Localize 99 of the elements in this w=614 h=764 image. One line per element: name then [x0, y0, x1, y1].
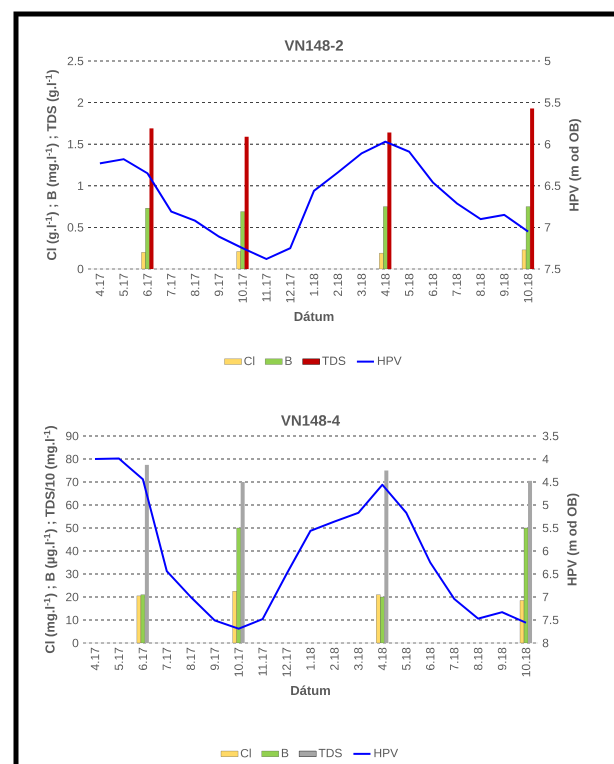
y-tick-label: 30: [66, 570, 78, 578]
legend-label: Cl: [244, 356, 254, 366]
x-tick-label: 9.17: [210, 648, 219, 670]
y-tick-label: 1.5: [68, 140, 84, 148]
y2-tick-label: 4: [542, 454, 549, 464]
bar: [240, 482, 245, 643]
y2-tick-label: 6.5: [542, 570, 558, 578]
y2-axis-title: HPV (m od OB): [569, 119, 582, 211]
legend-label: TDS: [322, 356, 346, 366]
bar: [144, 464, 149, 643]
y2-tick-label: 7.5: [542, 616, 558, 624]
legend-label: B: [285, 356, 292, 365]
bar: [149, 128, 154, 269]
chart-title: VN148-2: [284, 40, 343, 51]
y-axis-title: Cl (mg.l$^{-1}$) ; B (µg.l$^{-1}$) ; TDS/10 (mg.l$^{-1}$): [44, 426, 58, 654]
x-tick-label: 8.18: [476, 274, 485, 296]
x-tick-label: 8.17: [186, 648, 196, 670]
y-tick-label: 10: [66, 616, 78, 624]
x-tick-label: 7.18: [452, 274, 461, 296]
x-tick-label: 4.18: [381, 274, 390, 296]
bar: [530, 108, 534, 269]
y2-tick-label: 8: [542, 638, 548, 648]
x-tick-label: 7.17: [162, 648, 171, 670]
x-tick-label: 9.18: [500, 274, 509, 296]
line-series: [94, 458, 528, 630]
x-tick-label: 10.17: [238, 274, 247, 302]
y-tick-label: 70: [66, 478, 78, 486]
x-tick-label: 4.17: [90, 648, 100, 670]
x-tick-label: 4.17: [96, 274, 104, 296]
bar: [526, 206, 530, 269]
y-tick-label: 2.5: [68, 56, 84, 66]
y2-tick-label: 4.5: [542, 478, 558, 486]
x-tick-label: 1.18: [310, 274, 318, 296]
y-tick-label: 2: [78, 98, 84, 107]
bar: [383, 206, 388, 269]
x-tick-label: 9.18: [498, 648, 506, 670]
x-tick-label: 6.18: [426, 648, 434, 670]
x-tick-label: 5.17: [114, 648, 124, 670]
y-tick-label: 50: [66, 524, 78, 532]
y2-axis-title: HPV (m od OB): [567, 494, 580, 586]
x-tick-label: 6.18: [428, 274, 438, 296]
x-tick-label: 1.18: [306, 648, 315, 670]
x-tick-label: 8.18: [474, 648, 482, 670]
y-tick-label: 0: [72, 638, 78, 648]
x-tick-label: 3.18: [354, 648, 363, 670]
bar: [387, 132, 392, 269]
y-axis-title: Cl (g.l$^{-1}$) ; B (mg.l$^{-1}$) ; TDS (g.l$^{-1}$): [46, 70, 59, 260]
x-axis-title: Dátum: [291, 685, 330, 696]
x-tick-label: 4.18: [378, 648, 387, 670]
x-tick-label: 2.18: [330, 648, 339, 670]
x-tick-label: 3.18: [357, 274, 366, 296]
y2-tick-label: 5: [542, 500, 548, 510]
y-tick-label: 1: [78, 182, 84, 190]
y-tick-label: 20: [66, 592, 78, 602]
legend-label: B: [282, 748, 288, 758]
x-tick-label: 11.17: [262, 274, 271, 302]
x-tick-label: 7.18: [450, 648, 458, 670]
x-axis-title: Dátum: [294, 311, 334, 322]
y2-tick-label: 5.5: [542, 524, 558, 532]
chart-title: VN148-4: [281, 415, 340, 426]
y2-tick-label: 5: [544, 56, 550, 66]
x-tick-label: 7.17: [167, 274, 176, 296]
y-tick-label: 90: [66, 432, 78, 440]
x-tick-label: 9.17: [214, 274, 224, 296]
legend-label: TDS: [318, 748, 342, 758]
x-tick-label: 12.17: [282, 648, 291, 676]
bar: [384, 470, 388, 643]
x-tick-label: 6.17: [138, 648, 148, 670]
x-tick-label: 6.17: [143, 274, 152, 296]
x-tick-label: 12.17: [286, 274, 294, 302]
y-tick-label: 0.5: [68, 223, 84, 232]
y2-tick-label: 6.5: [544, 182, 560, 190]
y2-tick-label: 7.5: [544, 264, 560, 274]
y-tick-label: 0: [78, 264, 84, 274]
y2-tick-label: 6: [544, 140, 550, 148]
legend-label: Cl: [240, 748, 251, 758]
legend-label: HPV: [378, 356, 402, 365]
legend-label: HPV: [374, 748, 398, 758]
x-tick-label: 5.17: [120, 274, 128, 296]
x-tick-label: 8.17: [190, 274, 200, 296]
y-tick-label: 40: [66, 546, 78, 556]
y-tick-label: 60: [66, 500, 78, 510]
y-tick-label: 80: [66, 454, 78, 464]
x-tick-label: 11.17: [258, 648, 267, 676]
line-series: [98, 140, 530, 260]
x-tick-label: 5.18: [404, 274, 414, 296]
x-tick-label: 10.18: [522, 648, 530, 676]
x-tick-label: 10.17: [234, 648, 243, 676]
x-tick-label: 2.18: [334, 274, 342, 296]
bar: [528, 480, 532, 643]
y2-tick-label: 7: [544, 223, 550, 232]
x-tick-label: 5.18: [402, 648, 411, 670]
bar: [244, 136, 249, 269]
y2-tick-label: 6: [542, 546, 548, 556]
bar: [145, 208, 150, 269]
y2-tick-label: 3.5: [542, 432, 558, 440]
y2-tick-label: 5.5: [544, 98, 560, 107]
y2-tick-label: 7: [542, 592, 548, 602]
x-tick-label: 10.18: [524, 274, 532, 302]
